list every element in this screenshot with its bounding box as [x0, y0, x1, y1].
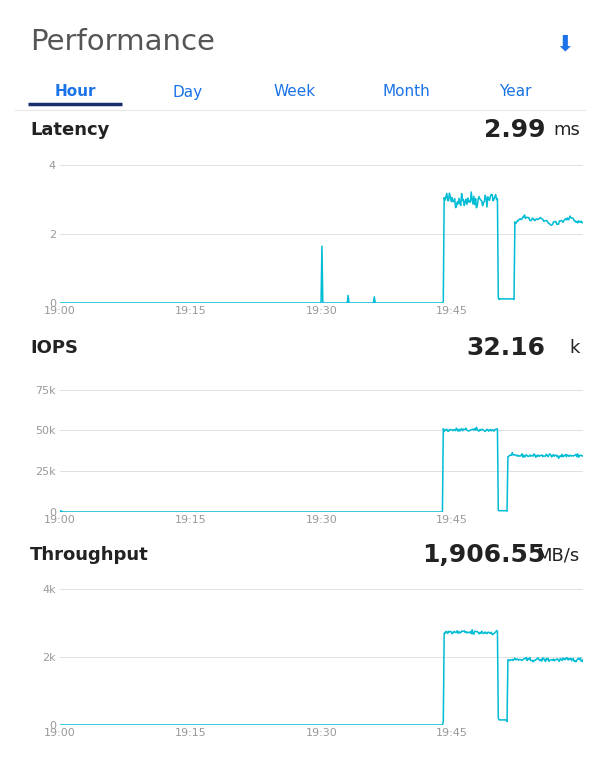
Text: Week: Week: [274, 85, 316, 99]
Text: Latency: Latency: [30, 121, 110, 139]
Text: Hour: Hour: [55, 85, 96, 99]
Text: MB/s: MB/s: [537, 546, 580, 564]
Text: ⬇: ⬇: [556, 34, 574, 54]
Text: 1,906.55: 1,906.55: [422, 543, 545, 567]
Text: 2.99: 2.99: [483, 118, 545, 142]
Text: 32.16: 32.16: [466, 336, 545, 360]
Text: Throughput: Throughput: [30, 546, 149, 564]
Text: Year: Year: [499, 85, 531, 99]
Text: k: k: [570, 339, 580, 357]
Text: ms: ms: [553, 121, 580, 139]
Text: Month: Month: [382, 85, 430, 99]
Text: Day: Day: [173, 85, 203, 99]
Text: IOPS: IOPS: [30, 339, 78, 357]
Text: Performance: Performance: [30, 28, 215, 56]
